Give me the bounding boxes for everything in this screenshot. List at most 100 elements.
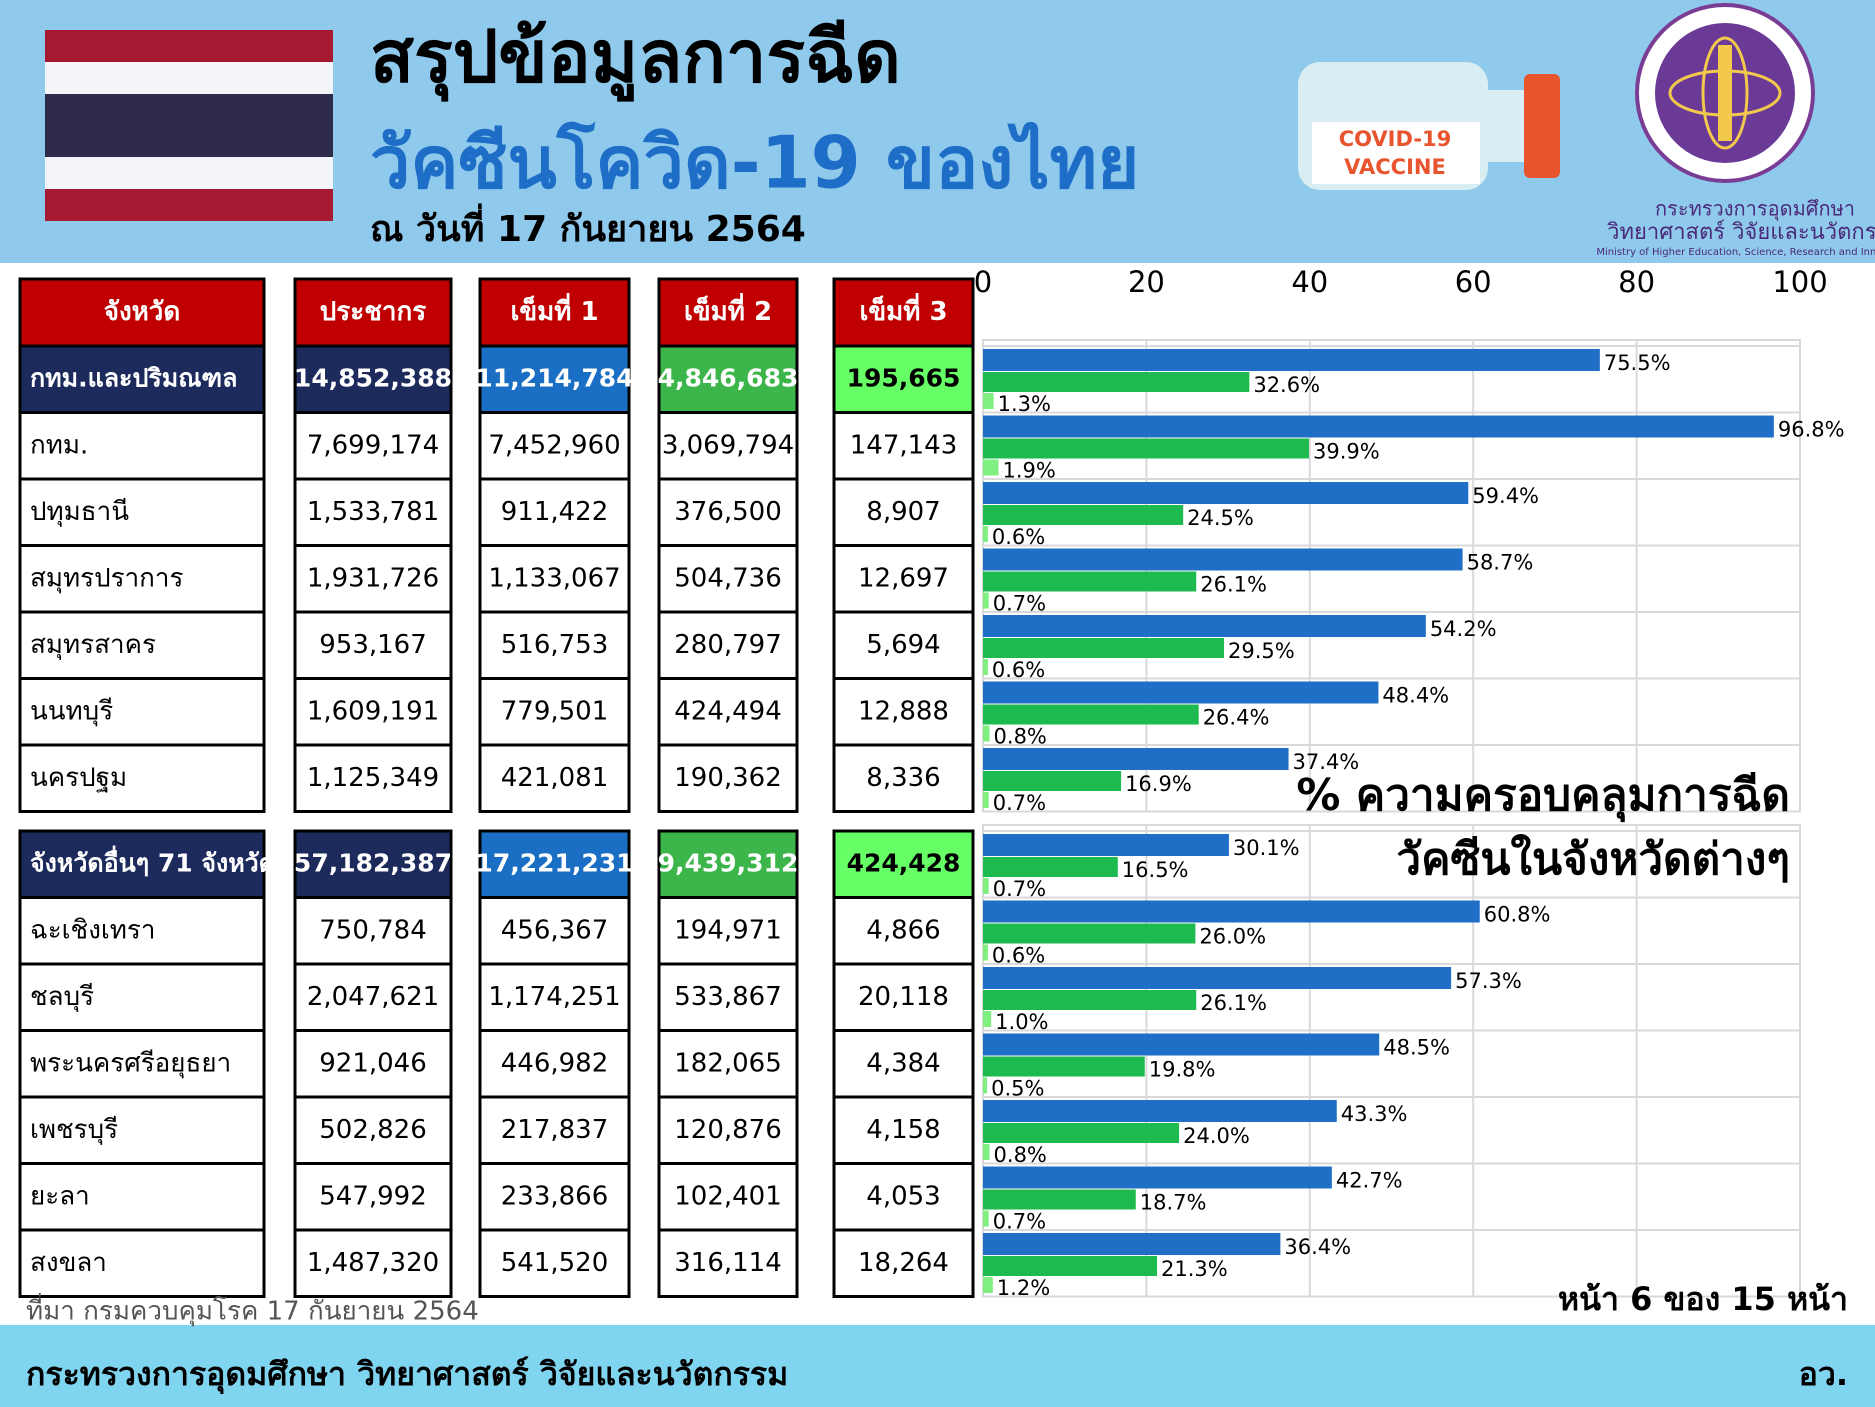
cell-text: 421,081 bbox=[501, 763, 609, 793]
page-number: หน้า 6 ของ 15 หน้า bbox=[1558, 1280, 1848, 1318]
data-label: 0.8% bbox=[994, 1143, 1047, 1167]
table-cell bbox=[18, 1228, 266, 1298]
data-label: 54.2% bbox=[1430, 617, 1497, 641]
table-cell bbox=[18, 1162, 266, 1232]
table-cell bbox=[478, 829, 631, 899]
data-label: 26.1% bbox=[1200, 573, 1267, 597]
cell-text: 194,971 bbox=[674, 915, 782, 945]
data-label: 43.3% bbox=[1341, 1102, 1408, 1126]
cell-text: 57,182,387 bbox=[294, 848, 452, 877]
data-label: 0.7% bbox=[993, 1210, 1046, 1234]
date: ณ วันที่ 17 กันยายน 2564 bbox=[370, 203, 806, 250]
cell-text: 147,143 bbox=[850, 430, 958, 460]
table-cell bbox=[293, 896, 453, 966]
table-cell bbox=[832, 1228, 975, 1298]
cell-text: 4,866 bbox=[866, 915, 940, 945]
cell-text: 1,533,781 bbox=[307, 497, 439, 527]
bar bbox=[983, 748, 1289, 770]
table-cell bbox=[657, 411, 799, 481]
cell-text: 1,133,067 bbox=[488, 563, 620, 593]
bar bbox=[983, 990, 1197, 1010]
source: ที่มา กรมควบคุมโรค 17 กันยายน 2564 bbox=[26, 1293, 479, 1327]
cell-text: 14,852,388 bbox=[294, 363, 452, 392]
bar bbox=[983, 1077, 988, 1094]
cell-text: 7,452,960 bbox=[488, 430, 620, 460]
cell-text: 9,439,312 bbox=[658, 848, 799, 877]
table-cell bbox=[657, 1228, 799, 1298]
table-cell bbox=[18, 610, 266, 680]
cell-text: 280,797 bbox=[674, 630, 782, 660]
bar bbox=[983, 592, 989, 609]
table-cell bbox=[832, 277, 975, 348]
x-tick-label: 80 bbox=[1618, 265, 1655, 299]
x-tick-label: 40 bbox=[1291, 265, 1328, 299]
data-label: 0.5% bbox=[991, 1077, 1044, 1101]
footer-band bbox=[0, 1325, 1875, 1407]
table-cell bbox=[18, 544, 266, 614]
data-label: 60.8% bbox=[1484, 903, 1551, 927]
data-label: 29.5% bbox=[1228, 639, 1295, 663]
bar bbox=[983, 1056, 1145, 1077]
table-cell bbox=[18, 411, 266, 481]
bar bbox=[983, 1100, 1337, 1122]
bar bbox=[983, 944, 988, 961]
bar bbox=[983, 1166, 1332, 1189]
table-cell bbox=[293, 411, 453, 481]
cell-text: 2,047,621 bbox=[307, 982, 439, 1012]
cell-text: นนทบุรี bbox=[30, 696, 113, 726]
cell-text: 921,046 bbox=[319, 1048, 427, 1078]
bar bbox=[983, 1210, 989, 1227]
cell-text: 190,362 bbox=[674, 763, 782, 793]
vaccine-icon: COVID-19 VACCINE bbox=[1298, 62, 1560, 190]
table-cell bbox=[832, 344, 975, 414]
data-label: 96.8% bbox=[1778, 418, 1845, 442]
cell-text: 1,487,320 bbox=[307, 1248, 439, 1278]
cell-text: 7,699,174 bbox=[307, 430, 439, 460]
cell-text: กทม. bbox=[30, 430, 88, 460]
cell-text: จังหวัด bbox=[104, 297, 181, 327]
cell-text: 182,065 bbox=[674, 1048, 782, 1078]
cell-text: 533,867 bbox=[674, 982, 782, 1012]
cell-text: 504,736 bbox=[674, 563, 782, 593]
table-cell bbox=[832, 677, 975, 747]
ministry-name: กระทรวงการอุดมศึกษา bbox=[1655, 197, 1855, 222]
data-label: 0.6% bbox=[992, 658, 1045, 682]
table-cell bbox=[293, 677, 453, 747]
cell-text: สงขลา bbox=[30, 1248, 107, 1278]
data-label: 0.7% bbox=[993, 791, 1046, 815]
cell-text: ฉะเชิงเทรา bbox=[30, 915, 156, 945]
data-label: 21.3% bbox=[1161, 1257, 1228, 1281]
chart-title: % ความครอบคลุมการฉีด bbox=[1296, 770, 1790, 823]
data-label: 26.0% bbox=[1199, 925, 1266, 949]
table-cell bbox=[478, 962, 631, 1032]
data-label: 16.5% bbox=[1122, 858, 1189, 882]
vaccine-text: COVID-19 bbox=[1339, 127, 1452, 151]
table-cell bbox=[657, 896, 799, 966]
bar bbox=[983, 1033, 1380, 1056]
footer-abbr: อว. bbox=[1799, 1355, 1848, 1393]
cell-text: 4,384 bbox=[866, 1048, 940, 1078]
bar bbox=[983, 638, 1225, 658]
footer-ministry: กระทรวงการอุดมศึกษา วิทยาศาสตร์ วิจัยและ… bbox=[26, 1355, 788, 1395]
cell-text: 446,982 bbox=[501, 1048, 609, 1078]
cell-text: 4,158 bbox=[866, 1115, 940, 1145]
data-label: 30.1% bbox=[1233, 836, 1300, 860]
table-cell bbox=[657, 610, 799, 680]
table-cell bbox=[478, 610, 631, 680]
table-cell bbox=[657, 677, 799, 747]
bar bbox=[983, 482, 1469, 504]
data-label: 24.0% bbox=[1183, 1124, 1250, 1148]
data-label: 48.4% bbox=[1382, 684, 1449, 708]
ministry-name: วิทยาศาสตร์ วิจัยและนวัตกรรม bbox=[1607, 220, 1875, 245]
table-cell bbox=[293, 743, 453, 813]
table-cell bbox=[832, 743, 975, 813]
table-cell bbox=[478, 477, 631, 547]
table-cell bbox=[18, 896, 266, 966]
data-label: 0.6% bbox=[992, 944, 1045, 968]
cell-text: 1,174,251 bbox=[488, 982, 620, 1012]
table-cell bbox=[293, 829, 453, 899]
cell-text: 17,221,231 bbox=[475, 848, 633, 877]
table-cell bbox=[478, 411, 631, 481]
table-cell bbox=[478, 1162, 631, 1232]
table-cell bbox=[478, 1029, 631, 1099]
